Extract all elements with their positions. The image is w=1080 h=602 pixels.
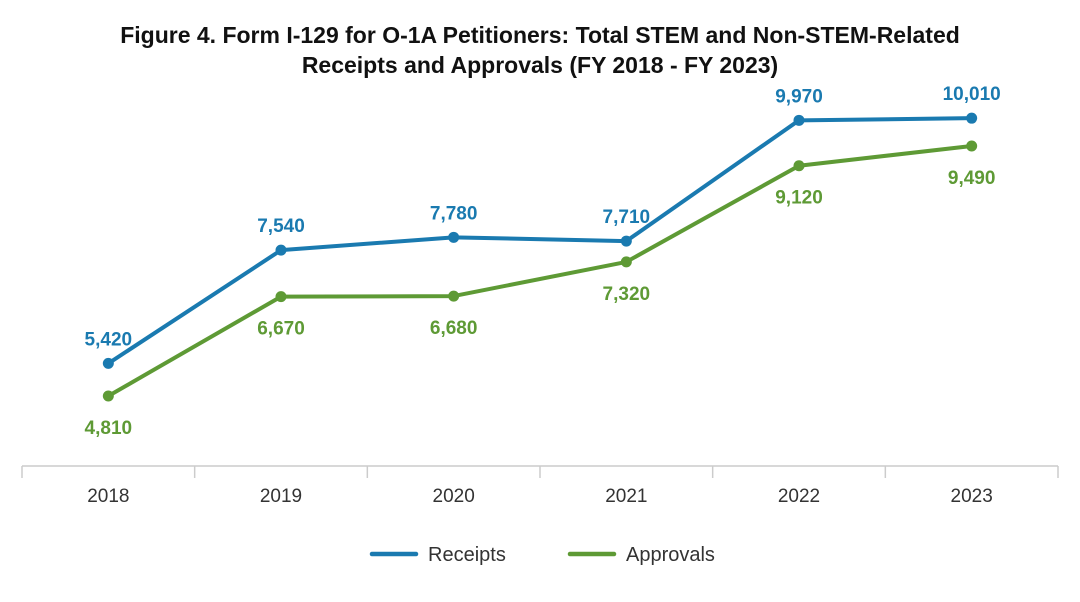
chart-title: Figure 4. Form I-129 for O-1A Petitioner… [0, 20, 1080, 80]
legend-label-receipts: Receipts [428, 544, 506, 566]
approvals-line [106, 143, 974, 399]
receipts-point-2023 [966, 112, 978, 124]
x-tick-label-2019: 2019 [260, 486, 302, 507]
legend-label-approvals: Approvals [626, 544, 715, 566]
approvals-data-label-2018: 4,810 [85, 418, 133, 439]
x-tick-label-2021: 2021 [605, 486, 647, 507]
chart-title-line-1: Figure 4. Form I-129 for O-1A Petitioner… [120, 22, 960, 48]
chart-title-line-2: Receipts and Approvals (FY 2018 - FY 202… [301, 52, 779, 78]
approvals-data-label-2022: 9,120 [775, 188, 823, 209]
x-tick-label-2018: 2018 [87, 486, 129, 507]
x-tick-label-2020: 2020 [433, 486, 475, 507]
approvals-data-label-2019: 6,670 [257, 319, 305, 340]
receipts-point-2022 [793, 114, 805, 126]
receipts-data-label-2022: 9,970 [775, 86, 823, 107]
approvals-data-label-2021: 7,320 [603, 284, 651, 305]
approvals-point-2020 [448, 290, 460, 302]
receipts-data-label-2023: 10,010 [943, 84, 1001, 105]
receipts-point-2020 [448, 231, 460, 243]
receipts-point-2019 [275, 244, 287, 256]
receipts-line [106, 116, 974, 366]
receipts-data-label-2019: 7,540 [257, 216, 305, 237]
x-tick-label-2023: 2023 [951, 486, 993, 507]
approvals-point-2021 [620, 256, 632, 268]
approvals-point-2023 [966, 140, 978, 152]
receipts-data-label-2018: 5,420 [85, 329, 133, 350]
approvals-point-2019 [275, 291, 287, 303]
x-tick-label-2022: 2022 [778, 486, 820, 507]
approvals-data-label-2023: 9,490 [948, 168, 996, 189]
receipts-data-label-2021: 7,710 [603, 207, 651, 228]
approvals-point-2022 [793, 160, 805, 172]
receipts-data-label-2020: 7,780 [430, 203, 478, 224]
receipts-point-2018 [102, 357, 114, 369]
approvals-point-2018 [102, 390, 114, 402]
receipts-point-2021 [620, 235, 632, 247]
approvals-data-label-2020: 6,680 [430, 318, 478, 339]
